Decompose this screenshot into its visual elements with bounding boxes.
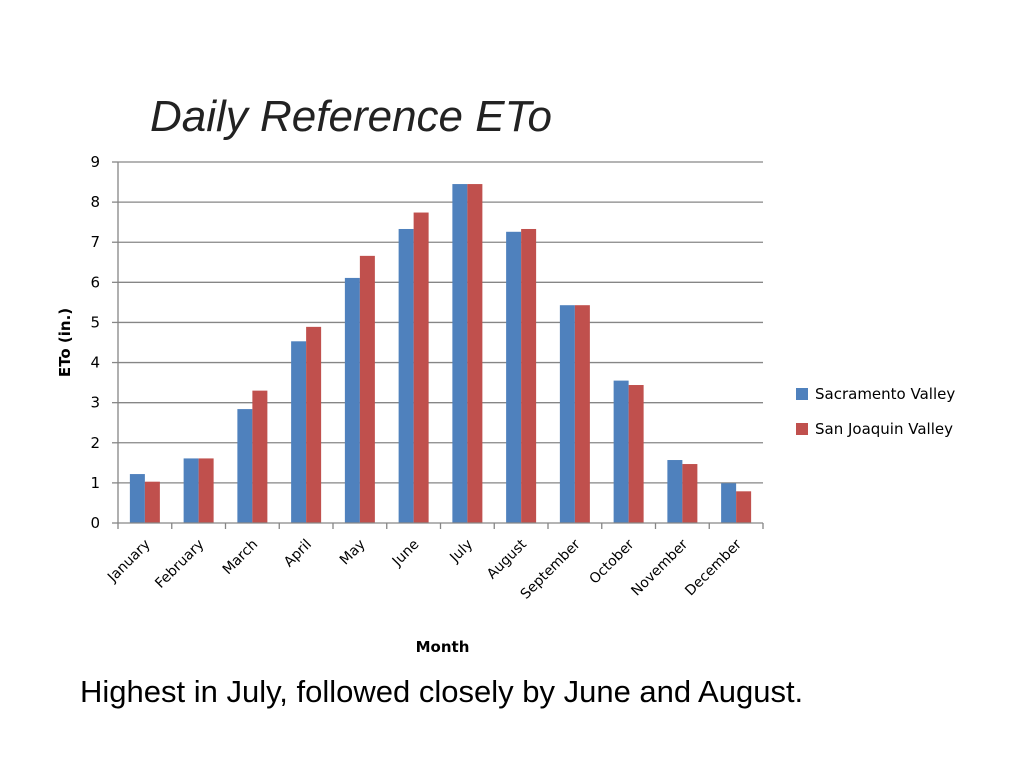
bar xyxy=(521,228,537,524)
legend-label: San Joaquin Valley xyxy=(815,420,953,438)
gridlines xyxy=(118,161,763,484)
bar xyxy=(252,390,268,523)
x-tick-label: July xyxy=(446,537,476,567)
y-tick-label: 8 xyxy=(90,193,100,211)
x-tick-label: October xyxy=(587,536,638,587)
x-tick-label: December xyxy=(682,536,745,599)
bar xyxy=(183,458,199,523)
x-tick-label: June xyxy=(389,537,423,571)
legend-swatch xyxy=(796,423,808,435)
bar xyxy=(237,409,253,523)
bar xyxy=(721,483,737,523)
slide-title: Daily Reference ETo xyxy=(150,92,552,141)
bar xyxy=(682,464,698,523)
y-tick-label: 3 xyxy=(90,394,100,412)
legend: Sacramento Valley San Joaquin Valley xyxy=(796,385,955,438)
bar xyxy=(144,481,160,523)
bar xyxy=(413,212,429,524)
bar xyxy=(359,255,375,524)
legend-label: Sacramento Valley xyxy=(815,385,955,403)
bar xyxy=(198,458,214,523)
y-tick-label: 6 xyxy=(90,273,100,291)
bar xyxy=(667,460,683,523)
bar xyxy=(628,385,644,523)
x-tick-label: March xyxy=(220,537,261,578)
slide-caption: Highest in July, followed closely by Jun… xyxy=(80,674,804,709)
bar xyxy=(559,305,575,523)
bar xyxy=(306,326,322,523)
y-tick-label: 0 xyxy=(90,514,100,532)
y-tick-label: 2 xyxy=(90,434,100,452)
y-tick-label: 9 xyxy=(90,153,100,171)
bar xyxy=(398,228,414,524)
y-axis-title: ETo (in.) xyxy=(56,308,74,377)
bars xyxy=(129,184,752,524)
bar xyxy=(613,380,629,523)
x-tick-label: April xyxy=(281,537,315,571)
x-tick-label: August xyxy=(484,536,530,582)
bar xyxy=(291,341,307,523)
y-tick-label: 7 xyxy=(90,233,100,251)
y-tick-label: 5 xyxy=(90,313,100,331)
x-axis-title: Month xyxy=(416,638,470,656)
bar xyxy=(129,474,145,523)
x-tick-label: January xyxy=(104,537,154,587)
y-tick-label: 1 xyxy=(90,474,100,492)
legend-swatch xyxy=(796,388,808,400)
y-tick-label: 4 xyxy=(90,354,100,372)
bar xyxy=(467,184,483,524)
bar xyxy=(506,231,522,523)
axes xyxy=(112,161,764,529)
bar xyxy=(574,305,590,523)
x-tick-label: February xyxy=(152,537,207,592)
x-tick-label: May xyxy=(337,537,369,569)
bar xyxy=(344,277,360,523)
x-tick-label: November xyxy=(628,536,691,599)
bar xyxy=(452,184,468,524)
bar xyxy=(736,491,752,523)
